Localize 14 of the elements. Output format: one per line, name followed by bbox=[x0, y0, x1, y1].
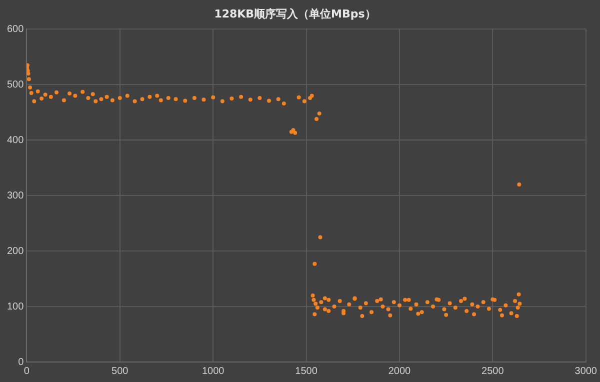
x-tick-label: 1000 bbox=[202, 366, 225, 377]
y-tick-label: 600 bbox=[6, 24, 24, 35]
x-tick-label: 1500 bbox=[295, 366, 318, 377]
x-tick-label: 2000 bbox=[388, 366, 412, 377]
y-tick-label: 400 bbox=[6, 134, 24, 146]
x-tick-label: 500 bbox=[112, 366, 129, 377]
x-tick-label: 3000 bbox=[574, 366, 598, 377]
y-tick-label: 500 bbox=[6, 79, 24, 90]
y-tick-label: 200 bbox=[6, 246, 24, 257]
y-tick-label: 100 bbox=[6, 301, 24, 312]
y-tick-label: 0 bbox=[18, 356, 24, 368]
chart-title: 128KB顺序写入（单位MBps） bbox=[214, 7, 376, 20]
y-tick-label: 300 bbox=[6, 190, 24, 202]
x-tick-label: 2500 bbox=[482, 366, 504, 377]
